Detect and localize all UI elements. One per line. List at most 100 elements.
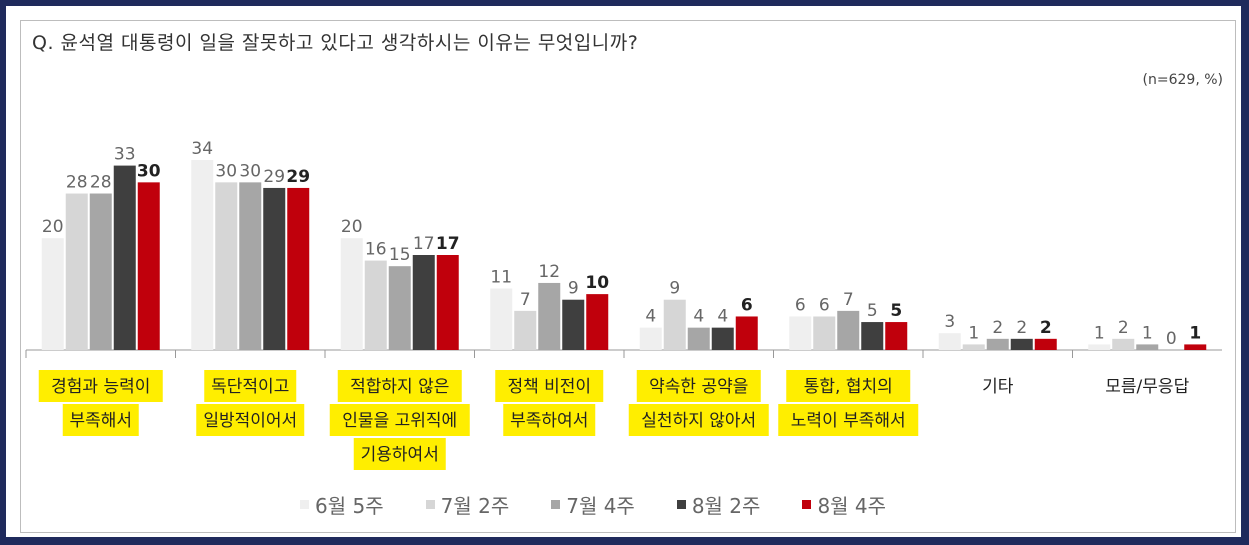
data-label: 4 xyxy=(717,307,728,327)
category-label: 모름/무응답 xyxy=(1105,377,1189,397)
legend-label: 8월 2주 xyxy=(691,494,761,518)
data-label: 9 xyxy=(568,279,579,299)
category-label: 일방적이어서 xyxy=(203,411,297,431)
legend-item: 8월 2주 xyxy=(676,490,761,519)
data-label: 30 xyxy=(215,161,237,181)
data-label: 17 xyxy=(436,234,460,254)
legend-swatch xyxy=(551,500,561,509)
sample-note: (n=629, %) xyxy=(1142,72,1223,88)
legend-item: 8월 4주 xyxy=(802,490,886,519)
data-label: 15 xyxy=(389,245,411,265)
category-label: 정책 비전이 xyxy=(507,377,591,397)
bar xyxy=(861,322,884,350)
data-label: 6 xyxy=(819,295,830,315)
category-label: 통합, 협치의 xyxy=(804,377,893,397)
category-label: 독단적이고 xyxy=(211,377,289,397)
data-label: 5 xyxy=(890,301,902,321)
bar xyxy=(263,187,286,350)
data-label: 20 xyxy=(42,217,64,237)
data-label: 10 xyxy=(585,273,609,293)
bar xyxy=(287,187,310,350)
bar xyxy=(65,193,88,350)
data-label: 1 xyxy=(1094,323,1105,343)
chart-panel xyxy=(20,20,1236,533)
bar xyxy=(639,327,662,350)
legend-item: 7월 4주 xyxy=(551,490,635,519)
category-label: 경험과 능력이 xyxy=(51,377,150,397)
bar xyxy=(436,255,459,350)
data-label: 2 xyxy=(1040,318,1052,338)
category-label: 부족해서 xyxy=(69,411,132,431)
bar xyxy=(938,333,961,350)
legend-label: 7월 4주 xyxy=(566,494,635,518)
bar xyxy=(113,165,136,350)
legend-swatch xyxy=(802,500,812,509)
bar xyxy=(1010,338,1033,350)
label-highlight xyxy=(628,404,769,436)
category-label: 인물을 고위직에 xyxy=(342,411,457,431)
data-label: 28 xyxy=(90,173,112,193)
data-label: 1 xyxy=(1142,323,1153,343)
bar xyxy=(191,160,214,350)
bar xyxy=(215,182,238,350)
label-highlight xyxy=(353,438,446,470)
data-label: 34 xyxy=(191,139,213,159)
legend-swatch xyxy=(425,500,435,509)
question-title: Q. 윤석열 대통령이 일을 잘못하고 있다고 생각하시는 이유는 무엇입니까? xyxy=(32,32,639,54)
bar xyxy=(962,344,985,350)
data-label: 28 xyxy=(66,173,88,193)
bar xyxy=(89,193,112,350)
data-label: 29 xyxy=(286,167,310,187)
bar xyxy=(340,238,363,350)
category-label: 약속한 공약을 xyxy=(649,377,748,397)
category-label: 적합하지 않은 xyxy=(350,377,449,397)
bar xyxy=(239,182,262,350)
legend-item: 6월 5주 xyxy=(300,490,384,519)
legend-item: 7월 2주 xyxy=(425,490,509,519)
data-label: 5 xyxy=(867,301,878,321)
label-highlight xyxy=(495,370,604,402)
legend-swatch xyxy=(300,500,309,509)
label-highlight xyxy=(38,370,163,402)
category-label: 기용하여서 xyxy=(361,445,439,465)
bar xyxy=(1112,338,1135,350)
label-highlight xyxy=(636,370,761,402)
bar xyxy=(586,294,609,350)
data-label: 2 xyxy=(992,318,1003,338)
legend-label: 6월 5주 xyxy=(315,494,384,518)
data-label: 2 xyxy=(1016,318,1027,338)
bar xyxy=(514,310,537,350)
label-highlight xyxy=(337,370,462,402)
data-label: 4 xyxy=(645,307,656,327)
bar xyxy=(1184,344,1207,350)
bar xyxy=(789,316,812,350)
bar xyxy=(412,255,435,350)
data-label: 33 xyxy=(114,145,136,165)
data-label: 1 xyxy=(1189,323,1201,343)
bar xyxy=(490,288,513,350)
bar xyxy=(986,338,1009,350)
category-label: 기타 xyxy=(982,377,1014,397)
data-label: 16 xyxy=(365,240,387,260)
data-label: 1 xyxy=(968,323,979,343)
data-label: 4 xyxy=(693,307,704,327)
category-label: 노력이 부족해서 xyxy=(791,411,906,431)
label-highlight xyxy=(204,370,297,402)
legend: 6월 5주 7월 2주 7월 4주 8월 2주 8월 4주 xyxy=(300,490,886,519)
data-label: 7 xyxy=(520,290,531,310)
label-highlight xyxy=(786,370,911,402)
label-highlight xyxy=(329,404,470,436)
category-label: 부족하여서 xyxy=(510,411,588,431)
data-label: 3 xyxy=(944,312,955,332)
label-highlight xyxy=(196,404,305,436)
bar xyxy=(1136,344,1159,350)
data-label: 7 xyxy=(843,290,854,310)
data-label: 11 xyxy=(490,268,512,288)
legend-swatch xyxy=(676,500,686,509)
bar xyxy=(711,327,734,350)
legend-label: 8월 4주 xyxy=(817,494,887,518)
data-label: 30 xyxy=(239,161,261,181)
data-label: 9 xyxy=(669,279,680,299)
data-label: 30 xyxy=(137,161,161,181)
